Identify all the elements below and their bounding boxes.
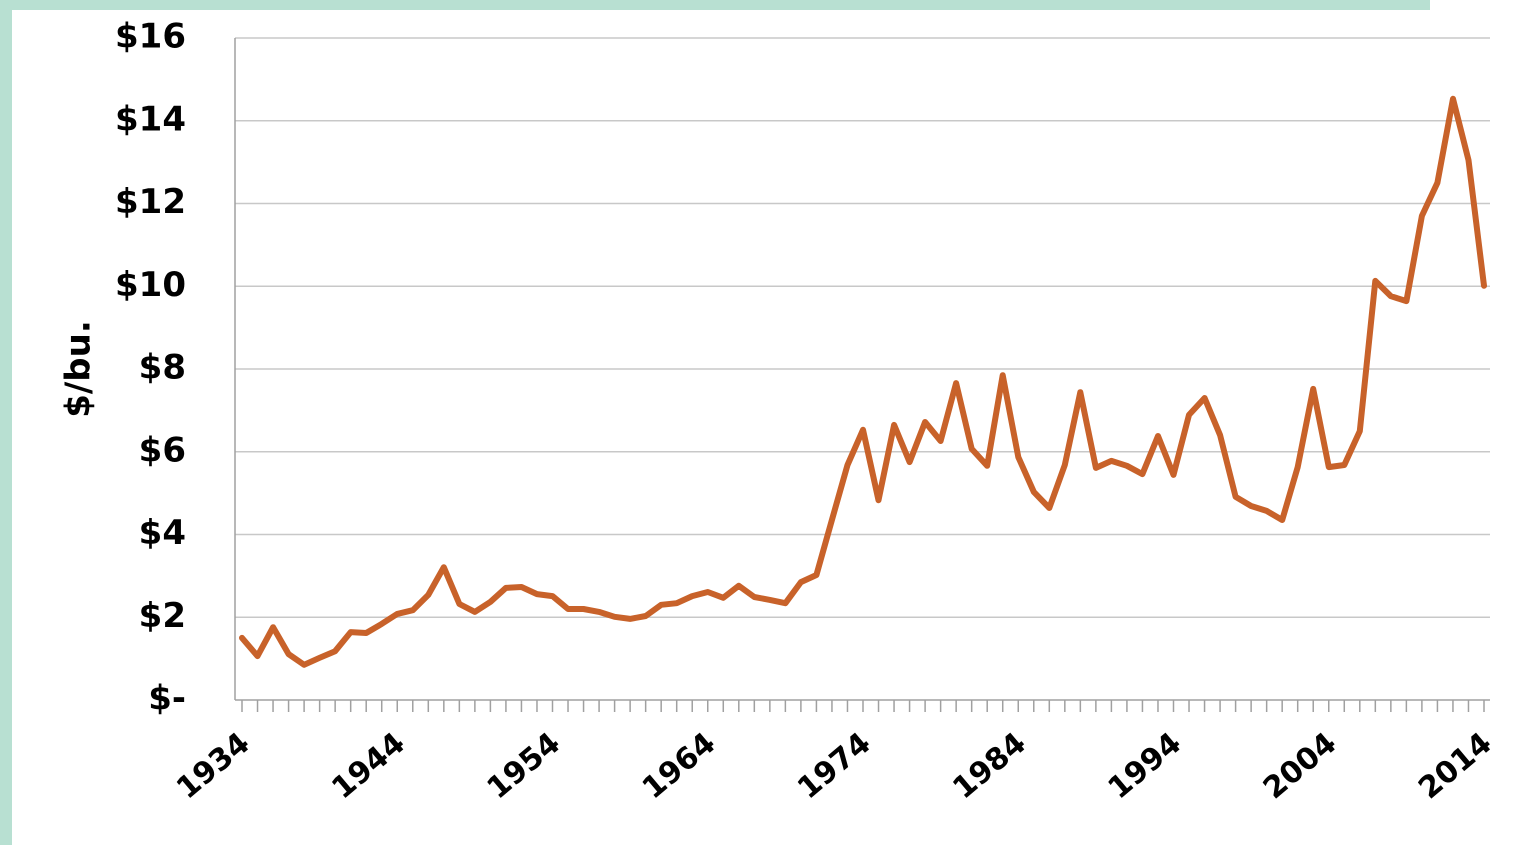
y-axis-label: $/bu.: [59, 320, 99, 418]
y-tick-label: $8: [139, 348, 186, 388]
y-tick-label: $14: [115, 99, 186, 139]
line-series: [239, 95, 1487, 668]
frame-left: [0, 0, 12, 845]
y-tick-label: $10: [115, 265, 186, 305]
frame-top: [0, 0, 1430, 10]
y-tick-label: $16: [115, 17, 186, 57]
y-tick-label: $4: [139, 513, 186, 553]
y-tick-label: $-: [148, 679, 186, 719]
y-tick-label: $12: [115, 182, 186, 222]
y-tick-label: $2: [139, 596, 186, 636]
y-tick-label: $6: [139, 430, 186, 470]
